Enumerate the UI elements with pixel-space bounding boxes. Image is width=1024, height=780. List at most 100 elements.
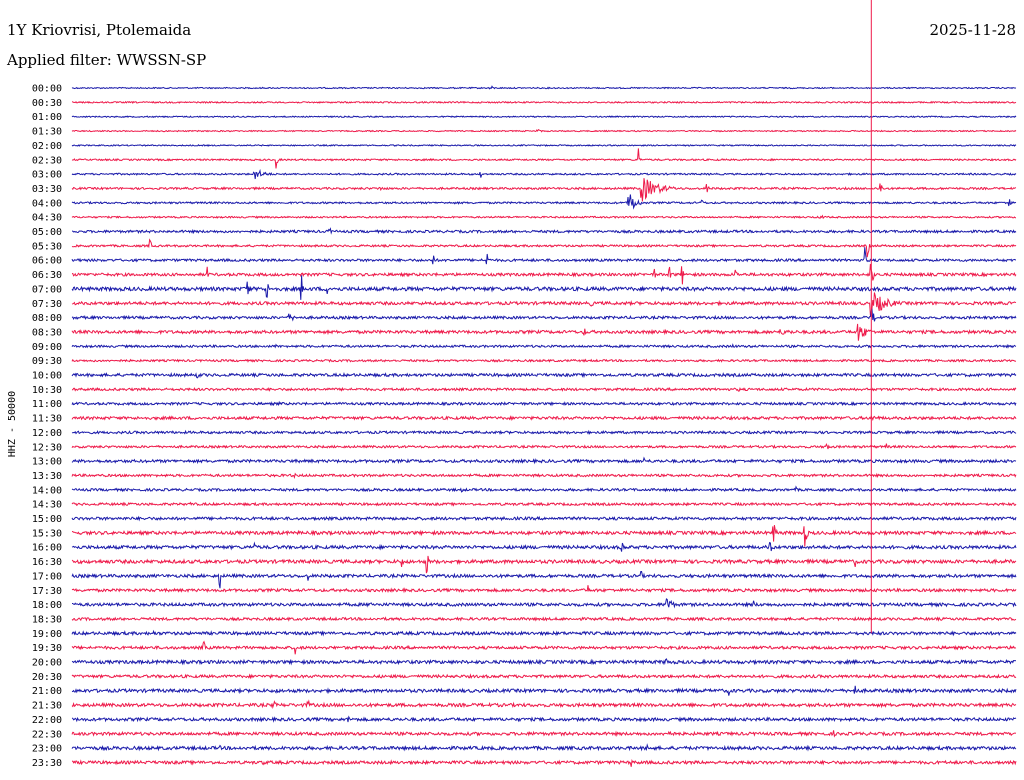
trace-line-1200 xyxy=(71,429,1017,436)
trace-line-0630 xyxy=(71,263,1017,285)
tick-label-group: 00:00 00:30 01:00 01:30 02:00 02:30 03:00 03:30… xyxy=(32,84,62,769)
trace-line-0130 xyxy=(71,128,1017,133)
trace-line-1430 xyxy=(71,501,1017,507)
row-time-label: 20:30 xyxy=(32,672,62,683)
row-time-label: 22:30 xyxy=(32,729,62,740)
trace-line-1030 xyxy=(71,386,1017,392)
row-time-label: 18:30 xyxy=(32,614,62,625)
trace-line-2100 xyxy=(71,685,1017,696)
row-time-label: 02:30 xyxy=(32,155,62,166)
row-time-label: 00:30 xyxy=(32,98,62,109)
trace-line-0530 xyxy=(71,238,1017,258)
trace-line-2130 xyxy=(71,699,1017,710)
trace-line-1830 xyxy=(71,616,1017,622)
row-time-label: 19:30 xyxy=(32,643,62,654)
trace-line-0600 xyxy=(71,247,1016,265)
row-time-label: 14:00 xyxy=(32,485,62,496)
trace-line-1530 xyxy=(71,525,1017,547)
row-time-label: 17:30 xyxy=(32,586,62,597)
trace-line-2200 xyxy=(71,715,1017,723)
row-time-label: 23:30 xyxy=(32,758,62,769)
station-title: 1Y Kriovrisi, Ptolemaida xyxy=(7,21,192,39)
row-time-label: 15:30 xyxy=(32,528,62,539)
trace-line-0730 xyxy=(71,292,1017,318)
row-time-label: 04:30 xyxy=(32,213,62,224)
trace-line-1100 xyxy=(71,400,1017,407)
trace-line-0930 xyxy=(71,358,1017,363)
trace-line-0100 xyxy=(71,115,1017,119)
trace-line-1630 xyxy=(71,555,1017,574)
trace-line-2230 xyxy=(71,730,1017,738)
trace-line-1730 xyxy=(71,585,1017,594)
trace-line-2030 xyxy=(71,673,1017,680)
row-time-label: 17:00 xyxy=(32,571,62,582)
row-time-label: 09:30 xyxy=(32,356,62,367)
row-time-label: 13:30 xyxy=(32,471,62,482)
trace-line-0200 xyxy=(71,143,1017,147)
row-time-label: 06:30 xyxy=(32,270,62,281)
row-time-label: 08:30 xyxy=(32,327,62,338)
row-time-label: 08:00 xyxy=(32,313,62,324)
trace-line-0030 xyxy=(71,100,1017,104)
trace-line-1700 xyxy=(71,571,1017,589)
row-time-label: 21:00 xyxy=(32,686,62,697)
trace-line-1130 xyxy=(71,414,1017,422)
trace-line-0800 xyxy=(71,308,1017,322)
row-time-label: 20:00 xyxy=(32,658,62,669)
trace-line-1930 xyxy=(71,640,1017,655)
row-time-label: 00:00 xyxy=(32,84,62,95)
trace-line-0300 xyxy=(71,168,1017,180)
row-time-label: 03:30 xyxy=(32,184,62,195)
row-time-label: 13:00 xyxy=(32,457,62,468)
row-time-label: 04:00 xyxy=(32,198,62,209)
row-time-label: 18:00 xyxy=(32,600,62,611)
row-time-label: 07:30 xyxy=(32,299,62,310)
trace-line-0900 xyxy=(71,343,1017,349)
trace-line-1600 xyxy=(71,541,1017,552)
trace-line-2000 xyxy=(71,658,1017,666)
trace-line-1330 xyxy=(71,472,1017,480)
trace-line-0430 xyxy=(71,214,1016,220)
row-time-label: 03:00 xyxy=(32,170,62,181)
row-time-label: 16:30 xyxy=(32,557,62,568)
row-time-label: 12:00 xyxy=(32,428,62,439)
trace-line-0830 xyxy=(71,323,1017,341)
y-axis-label: HHZ - 50000 xyxy=(7,391,18,457)
row-time-label: 01:30 xyxy=(32,127,62,138)
trace-line-0400 xyxy=(71,194,1017,210)
trace-line-1300 xyxy=(71,456,1017,465)
trace-line-2330 xyxy=(71,758,1017,767)
trace-line-0230 xyxy=(71,148,1017,169)
row-time-label: 12:30 xyxy=(32,442,62,453)
row-time-label: 11:00 xyxy=(32,399,62,410)
row-time-label: 19:00 xyxy=(32,629,62,640)
trace-line-1400 xyxy=(71,485,1017,493)
row-time-label: 22:00 xyxy=(32,715,62,726)
row-time-label: 14:30 xyxy=(32,500,62,511)
row-time-label: 16:00 xyxy=(32,543,62,554)
row-time-label: 11:30 xyxy=(32,414,62,425)
row-time-label: 05:00 xyxy=(32,227,62,238)
trace-line-0330 xyxy=(71,178,1017,202)
trace-line-2300 xyxy=(71,743,1017,752)
trace-line-1500 xyxy=(71,515,1017,522)
filter-label: Applied filter: WWSSN-SP xyxy=(7,51,207,69)
trace-line-1000 xyxy=(71,372,1017,379)
trace-line-0500 xyxy=(72,227,1017,235)
row-time-label: 09:00 xyxy=(32,342,62,353)
row-time-label: 10:30 xyxy=(32,385,62,396)
trace-line-0000 xyxy=(71,85,1017,90)
row-time-label: 02:00 xyxy=(32,141,62,152)
trace-line-1900 xyxy=(71,629,1017,637)
date-label: 2025-11-28 xyxy=(929,21,1016,39)
row-time-label: 21:30 xyxy=(32,701,62,712)
row-time-label: 15:00 xyxy=(32,514,62,525)
trace-line-0700 xyxy=(71,275,1017,300)
row-time-label: 10:00 xyxy=(32,371,62,382)
row-time-label: 23:00 xyxy=(32,744,62,755)
trace-group xyxy=(71,85,1017,767)
row-time-label: 05:30 xyxy=(32,241,62,252)
trace-line-1230 xyxy=(71,443,1017,450)
row-time-label: 07:00 xyxy=(32,284,62,295)
